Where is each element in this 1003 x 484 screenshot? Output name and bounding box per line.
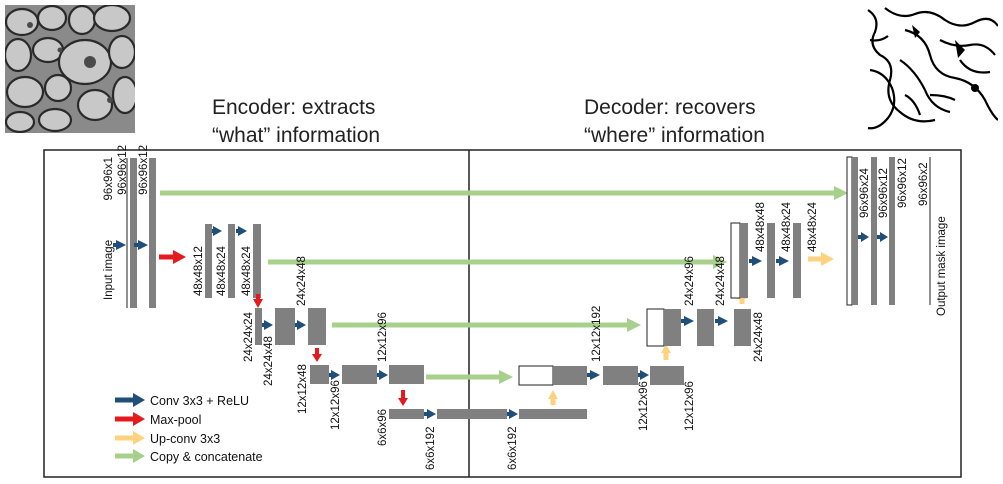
conv-arrow bbox=[116, 240, 126, 250]
legend-label: Conv 3x3 + ReLU bbox=[150, 394, 249, 408]
skip-arrow-level2 bbox=[713, 255, 727, 269]
dim-label: 6x6x192 bbox=[425, 427, 437, 470]
up-conv-arrow-icon bbox=[133, 431, 145, 445]
dim-label: 48x48x24 bbox=[807, 202, 819, 252]
dim-label: 6x6x96 bbox=[377, 409, 389, 446]
max-pool-arrow-head bbox=[253, 299, 263, 308]
copy-arrow-icon bbox=[133, 449, 145, 463]
dim-label: 96x96x24 bbox=[859, 168, 871, 218]
dim-label: 48x48x24 bbox=[241, 246, 253, 296]
output-image-label: Output mask image bbox=[936, 216, 948, 316]
decoder-heading-line2: “where” information bbox=[584, 124, 765, 147]
input-image-label: Input image bbox=[103, 240, 115, 300]
legend-item-max-pool: Max-pool bbox=[115, 412, 201, 427]
feature-map-block bbox=[149, 158, 156, 308]
up-conv-arrow-head bbox=[548, 390, 558, 399]
dim-label: 48x48x12 bbox=[193, 246, 205, 296]
dim-label: 96x96x12 bbox=[117, 145, 129, 195]
feature-map-block bbox=[130, 158, 137, 308]
dim-label: 48x48x24 bbox=[781, 202, 793, 252]
decoder-heading-line1: Decoder: recovers bbox=[584, 96, 756, 119]
skip-connections bbox=[160, 186, 848, 384]
encoder-heading-line2: “what” information bbox=[212, 124, 380, 147]
dim-label: 96x96x12 bbox=[138, 145, 150, 195]
dim-label: 24x24x96 bbox=[684, 256, 696, 306]
dim-label: 24x24x48 bbox=[715, 256, 727, 306]
dimension-labels: 96x96x1 96x96x12 96x96x12 Input image 48… bbox=[103, 145, 948, 470]
dim-label: 96x96x12 bbox=[897, 158, 909, 208]
encoder-heading-line1: Encoder: extracts bbox=[212, 96, 375, 119]
input-microscopy-image bbox=[5, 5, 135, 133]
encoder-level-3 bbox=[255, 308, 326, 345]
encoder-level-4 bbox=[310, 365, 424, 384]
decoder-level-1 bbox=[846, 156, 931, 306]
conv-arrow-icon bbox=[133, 393, 145, 407]
dim-label: 12x12x96 bbox=[638, 381, 650, 431]
legend-label: Copy & concatenate bbox=[150, 450, 263, 464]
max-pool-arrow-head bbox=[173, 250, 186, 264]
encoder-level-2 bbox=[205, 224, 261, 298]
legend-label: Max-pool bbox=[150, 413, 201, 427]
legend-item-conv: Conv 3x3 + ReLU bbox=[115, 393, 249, 408]
dim-label: 48x48x24 bbox=[216, 246, 228, 296]
decoder-level-2 bbox=[730, 222, 801, 299]
diagram-frame bbox=[43, 149, 962, 478]
decoder-level-3 bbox=[646, 308, 751, 347]
legend-item-up-conv: Up-conv 3x3 bbox=[115, 431, 220, 446]
dim-label: 24x24x24 bbox=[243, 312, 255, 362]
dim-label: 96x96x2 bbox=[918, 163, 930, 206]
dim-label: 12x12x48 bbox=[297, 364, 309, 414]
dim-label: 24x24x48 bbox=[753, 312, 765, 362]
dim-label: 96x96x1 bbox=[103, 157, 115, 200]
bottleneck-level bbox=[389, 409, 587, 419]
decoder-level-4 bbox=[518, 365, 684, 386]
conv-arrow bbox=[138, 240, 148, 250]
dim-label: 96x96x12 bbox=[878, 168, 890, 218]
dim-label: 12x12x96 bbox=[377, 312, 389, 362]
legend: Conv 3x3 + ReLU Max-pool Up-conv 3x3 Cop… bbox=[115, 393, 263, 464]
dim-label: 12x12x96 bbox=[684, 381, 696, 431]
max-pool-arrow-icon bbox=[133, 412, 145, 426]
max-pool-arrow-head bbox=[312, 354, 322, 362]
dim-label: 12x12x96 bbox=[330, 380, 342, 430]
dim-label: 24x24x48 bbox=[296, 256, 308, 306]
up-conv-arrow-head bbox=[821, 252, 834, 266]
output-mask-image bbox=[864, 5, 998, 133]
skip-arrow-level3 bbox=[627, 318, 641, 332]
dim-label: 24x24x48 bbox=[263, 336, 275, 386]
encoder-level-1 bbox=[113, 158, 156, 308]
legend-item-copy: Copy & concatenate bbox=[115, 449, 263, 464]
dim-label: 48x48x48 bbox=[755, 202, 767, 252]
max-pool-arrow-head bbox=[398, 398, 408, 406]
skip-arrow-level1 bbox=[834, 186, 848, 200]
up-conv-arrow-head bbox=[661, 344, 671, 353]
skip-arrow-level4 bbox=[499, 370, 513, 384]
dim-label: 12x12x192 bbox=[591, 306, 603, 362]
legend-label: Up-conv 3x3 bbox=[150, 432, 220, 446]
dim-label: 6x6x192 bbox=[507, 427, 519, 470]
